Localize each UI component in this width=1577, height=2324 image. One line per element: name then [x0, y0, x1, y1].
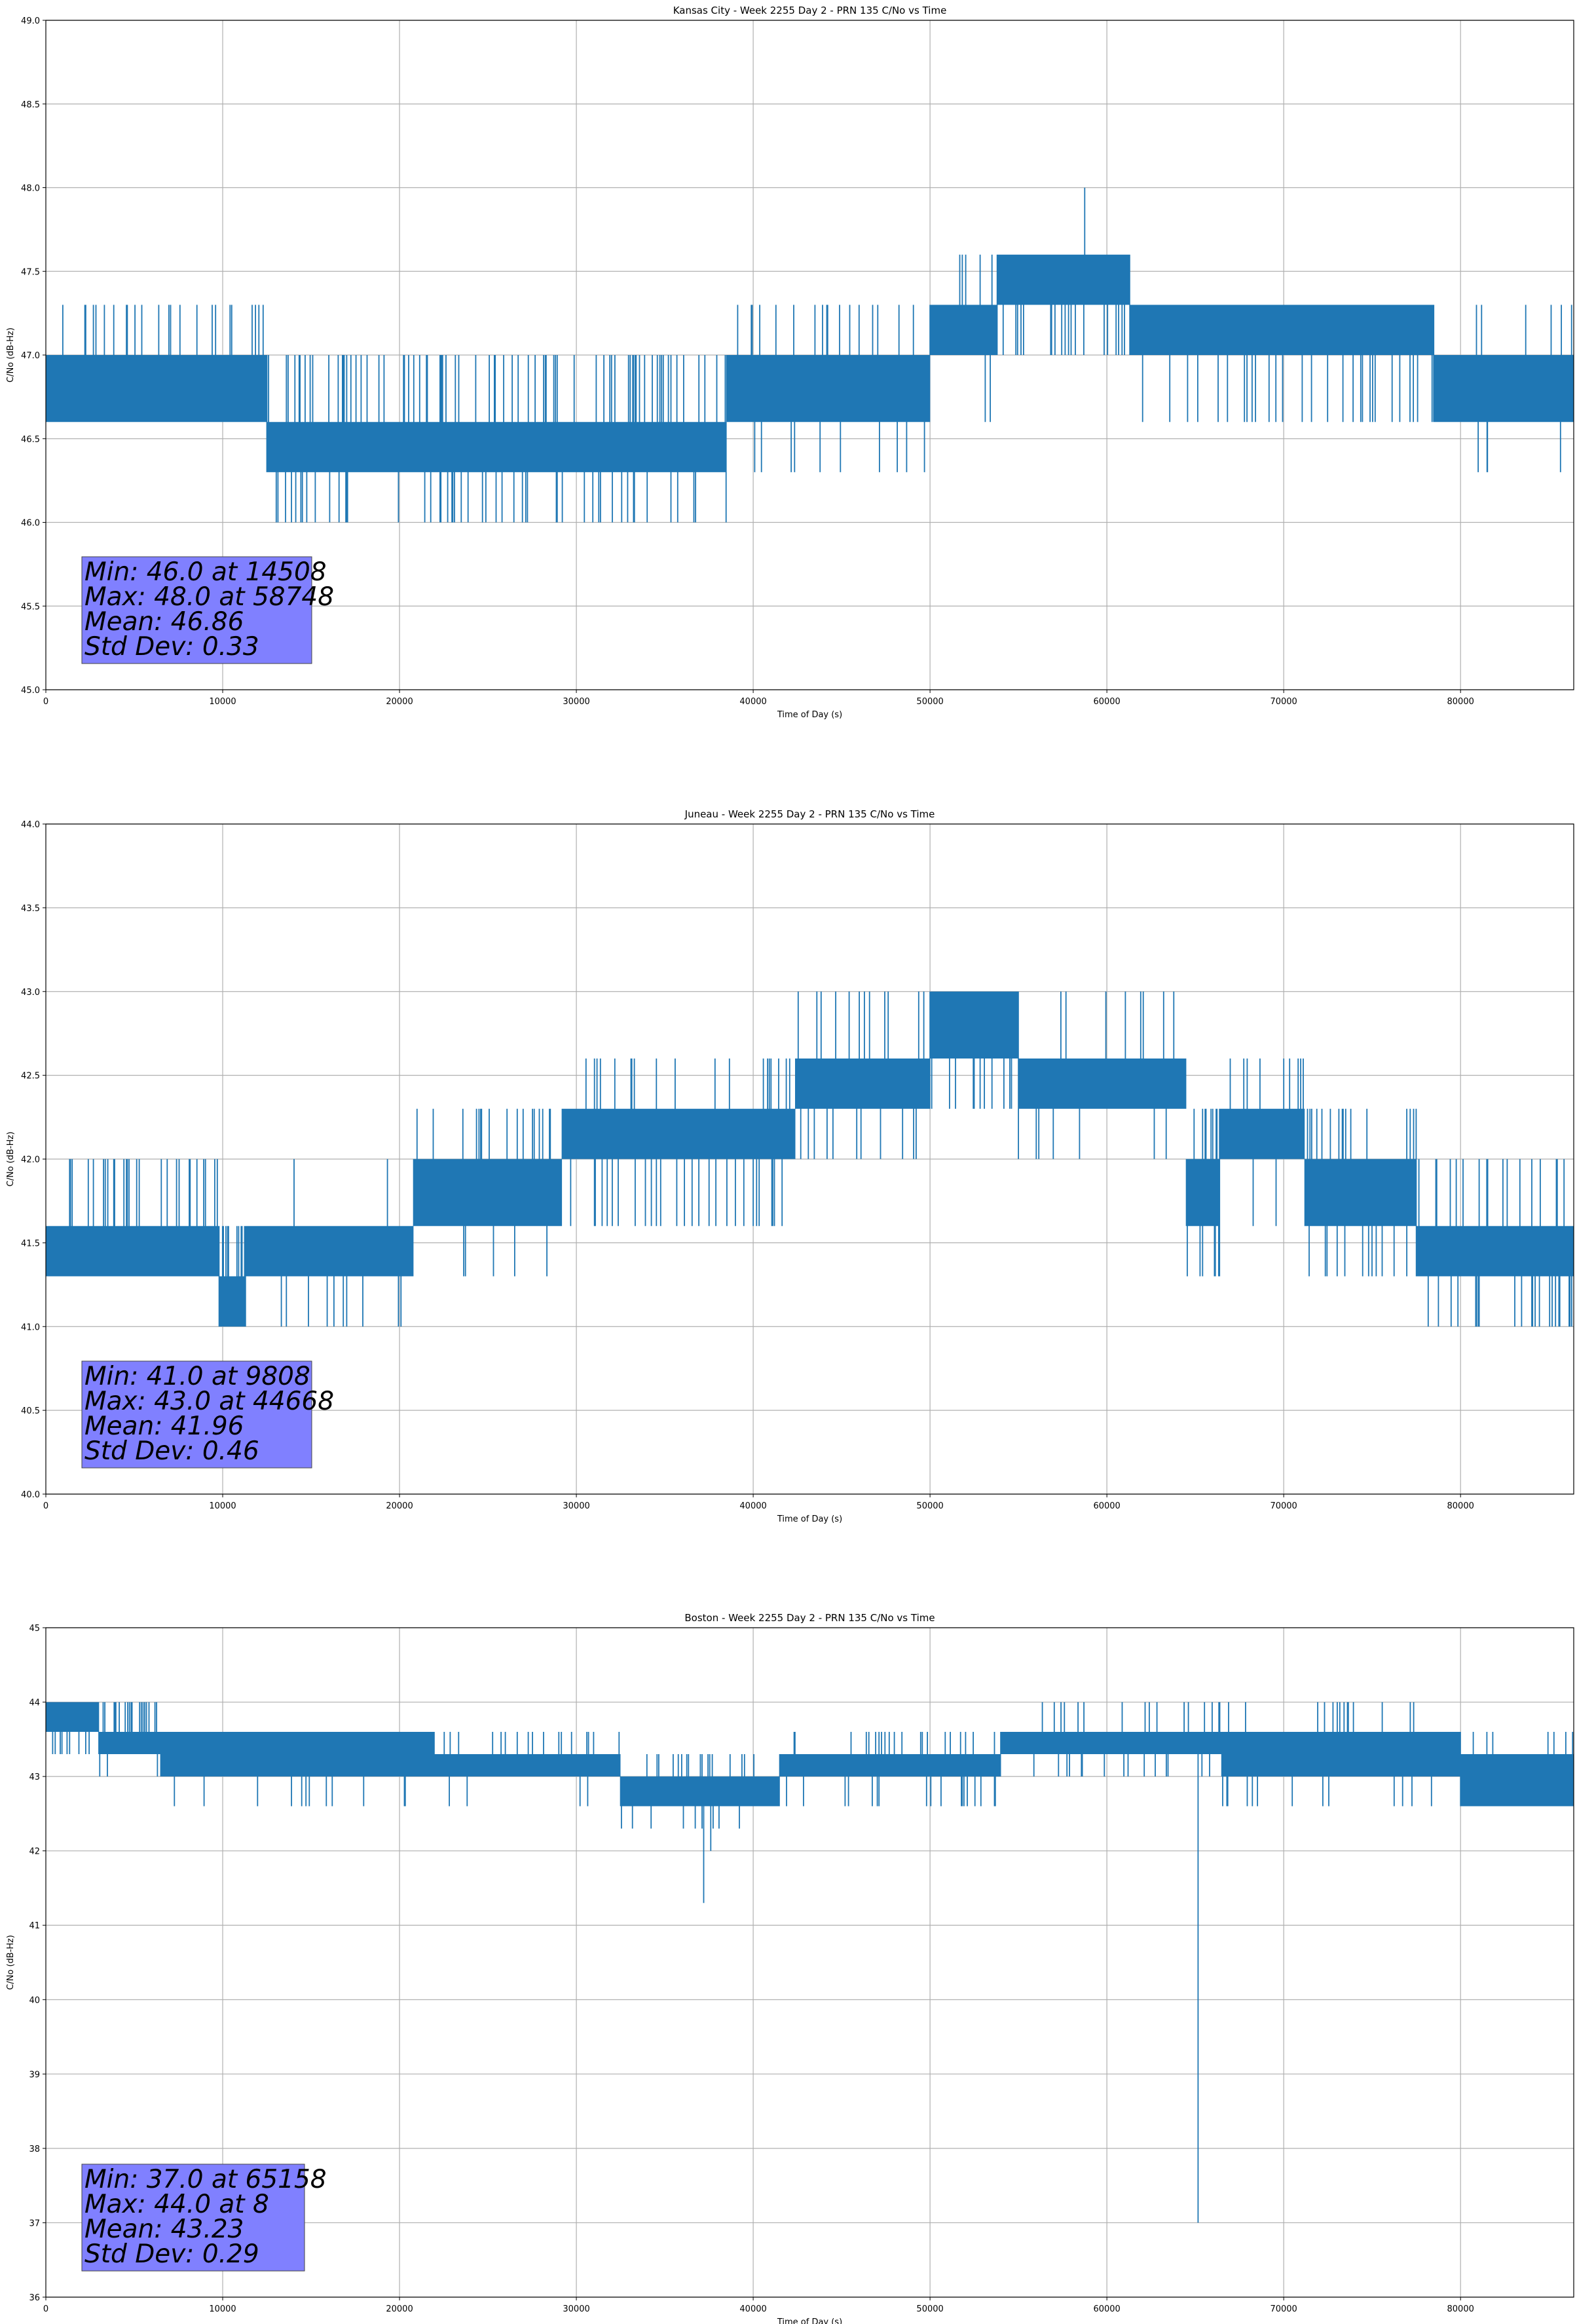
- plot-frame: [45, 1627, 1574, 2298]
- y-tick-label: 40.5: [21, 1406, 40, 1416]
- y-axis-label: C/No (dB-Hz): [6, 1132, 16, 1187]
- y-tick-label: 48.5: [21, 100, 40, 110]
- stats-std: Std Dev: 0.46: [84, 1436, 259, 1466]
- y-tick-label: 46.5: [21, 435, 40, 445]
- x-tick-label: 70000: [1270, 2304, 1297, 2314]
- chart-panel-1: 45.0 45.5 46.0 46.5 47.0 47.5 48.0 48.5 49.0 0 100…: [6, 5, 1574, 720]
- y-axis-label: C/No (dB-Hz): [6, 1935, 16, 1990]
- y-tick-label: 47.5: [21, 267, 40, 277]
- x-tick-label: 50000: [916, 697, 943, 707]
- x-tick-label: 20000: [386, 2304, 413, 2314]
- x-axis-label: Time of Day (s): [777, 1514, 842, 1524]
- chart-title: Boston - Week 2255 Day 2 - PRN 135 C/No …: [684, 1612, 935, 1624]
- y-tick-label: 42: [29, 1847, 40, 1857]
- y-tick-label: 36: [29, 2293, 40, 2303]
- y-tick-label: 42.5: [21, 1072, 40, 1081]
- stats-min: Min: 41.0 at 9808: [84, 1362, 310, 1391]
- y-tick-label: 37: [29, 2219, 40, 2228]
- y-tick-label: 44: [29, 1698, 40, 1708]
- y-tick-label: 41: [29, 1921, 40, 1931]
- stats-std: Std Dev: 0.33: [84, 632, 259, 662]
- stats-min: Min: 46.0 at 14508: [84, 557, 327, 587]
- y-tick-label: 47.0: [21, 351, 40, 361]
- stats-mean: Mean: 43.23: [84, 2215, 244, 2244]
- x-tick-label: 20000: [386, 1501, 413, 1511]
- x-tick-label: 50000: [916, 1501, 943, 1511]
- stats-max: Max: 43.0 at 44668: [84, 1387, 334, 1416]
- y-tick-label: 44.0: [21, 820, 40, 830]
- x-tick-label: 40000: [739, 697, 766, 707]
- x-tick-label: 0: [43, 697, 48, 707]
- x-tick-label: 60000: [1093, 1501, 1120, 1511]
- stats-std: Std Dev: 0.29: [84, 2240, 259, 2269]
- y-tick-label: 41.0: [21, 1322, 40, 1332]
- chart-title: Kansas City - Week 2255 Day 2 - PRN 135 …: [673, 5, 947, 16]
- y-tick-label: 43: [29, 1772, 40, 1782]
- stats-box-background: [81, 1360, 312, 1469]
- y-tick-label: 49.0: [21, 16, 40, 26]
- stats-box-background: [81, 556, 312, 664]
- x-tick-label: 60000: [1093, 697, 1120, 707]
- chart-panel-2: 40.0 40.5 41.0 41.5 42.0 42.5 43.0 43.5 44.0 0 100…: [6, 808, 1574, 1524]
- x-tick-label: 70000: [1270, 697, 1297, 707]
- x-axis-label: Time of Day (s): [777, 2317, 842, 2324]
- stats-min: Min: 37.0 at 65158: [84, 2165, 327, 2194]
- x-tick-label: 40000: [739, 1501, 766, 1511]
- x-tick-label: 10000: [209, 1501, 236, 1511]
- x-tick-label: 80000: [1447, 2304, 1474, 2314]
- stats-max: Max: 44.0 at 8: [84, 2190, 269, 2219]
- x-tick-label: 20000: [386, 697, 413, 707]
- y-tick-label: 40.0: [21, 1490, 40, 1500]
- x-tick-label: 30000: [563, 2304, 589, 2314]
- x-tick-label: 40000: [739, 2304, 766, 2314]
- data-series-line: [46, 991, 1574, 1327]
- x-tick-label: 60000: [1093, 2304, 1120, 2314]
- plot-frame: [45, 823, 1574, 1495]
- y-tick-label: 45: [29, 1624, 40, 1634]
- x-tick-label: 0: [43, 1501, 48, 1511]
- plot-frame: [45, 20, 1574, 690]
- chart-panel-3: 36 37 38 39 40 41 42 43 44 45 0 10000 20000 30000 4000…: [6, 1612, 1574, 2324]
- x-tick-label: 30000: [563, 697, 589, 707]
- x-tick-label: 0: [43, 2304, 48, 2314]
- x-tick-label: 30000: [563, 1501, 589, 1511]
- y-tick-label: 46.0: [21, 519, 40, 529]
- x-tick-label: 10000: [209, 697, 236, 707]
- y-tick-label: 39: [29, 2070, 40, 2080]
- x-tick-label: 50000: [916, 2304, 943, 2314]
- y-tick-label: 42.0: [21, 1155, 40, 1165]
- y-axis-label: C/No (dB-Hz): [6, 328, 16, 383]
- stats-mean: Mean: 41.96: [84, 1412, 244, 1441]
- stats-max: Max: 48.0 at 58748: [84, 582, 334, 612]
- x-tick-label: 10000: [209, 2304, 236, 2314]
- stats-box-background: [81, 2164, 305, 2272]
- x-tick-label: 80000: [1447, 1501, 1474, 1511]
- y-tick-label: 40: [29, 1996, 40, 2006]
- stats-mean: Mean: 46.86: [84, 607, 244, 637]
- data-series-line: [46, 187, 1574, 523]
- chart-title: Juneau - Week 2255 Day 2 - PRN 135 C/No …: [684, 808, 935, 820]
- y-tick-label: 45.5: [21, 602, 40, 612]
- x-tick-label: 70000: [1270, 1501, 1297, 1511]
- y-tick-label: 48.0: [21, 184, 40, 194]
- x-tick-label: 80000: [1447, 697, 1474, 707]
- y-tick-label: 41.5: [21, 1239, 40, 1248]
- x-axis-label: Time of Day (s): [777, 710, 842, 720]
- y-tick-label: 38: [29, 2145, 40, 2154]
- y-tick-label: 43.0: [21, 988, 40, 998]
- y-tick-label: 43.5: [21, 904, 40, 914]
- data-series-line: [46, 1702, 1574, 2223]
- y-tick-label: 45.0: [21, 686, 40, 696]
